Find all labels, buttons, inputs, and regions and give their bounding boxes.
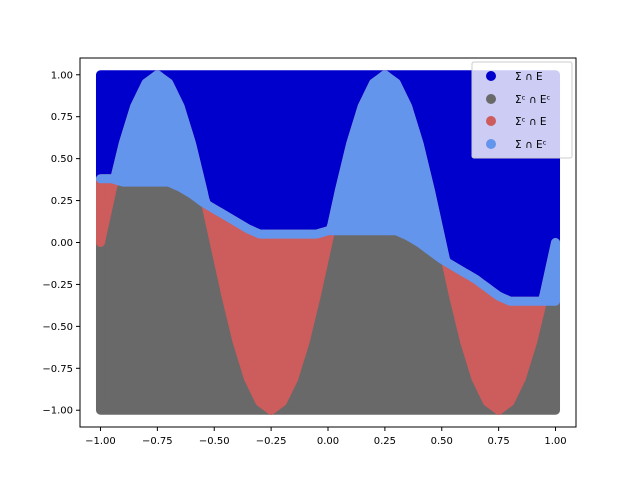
y-tick-label: −0.25 (42, 280, 73, 291)
x-tick-label: −0.75 (142, 436, 173, 447)
x-tick-label: −0.50 (199, 436, 230, 447)
y-tick-label: 0.75 (51, 112, 73, 123)
x-tick-label: 0.25 (374, 436, 396, 447)
x-tick-label: −0.25 (256, 436, 287, 447)
y-tick-label: 0.00 (51, 238, 73, 249)
x-tick-label: 1.00 (544, 436, 566, 447)
legend-marker-sigma-and-e (486, 71, 496, 81)
x-tick-label: −1.00 (85, 436, 116, 447)
legend-marker-sigma-and-ec (486, 139, 496, 149)
x-axis: −1.00 −0.75 −0.50 −0.25 0.00 0.25 0.50 0.75 1.00 (85, 427, 567, 447)
legend-marker-sigmac-and-e (486, 116, 496, 126)
legend-label-sigmac-and-ec: Σᶜ ∩ Eᶜ (515, 94, 551, 106)
y-tick-label: 1.00 (51, 70, 73, 81)
legend: Σ ∩ E Σᶜ ∩ Eᶜ Σᶜ ∩ E Σ ∩ Eᶜ (471, 61, 573, 159)
region-sigma-and-ec (95, 70, 561, 306)
legend-label-sigma-and-ec: Σ ∩ Eᶜ (515, 139, 547, 151)
x-tick-label: 0.75 (488, 436, 510, 447)
y-tick-label: −0.75 (42, 364, 73, 375)
y-tick-label: 0.25 (51, 196, 73, 207)
legend-label-sigma-and-e: Σ ∩ E (515, 71, 543, 83)
legend-box (471, 61, 573, 159)
x-tick-label: 0.00 (317, 436, 339, 447)
region-fills (95, 70, 561, 415)
x-tick-label: 0.50 (431, 436, 453, 447)
y-tick-label: 0.50 (51, 154, 73, 165)
y-tick-label: −1.00 (42, 406, 73, 417)
y-axis: 1.00 0.75 0.50 0.25 0.00 −0.25 −0.50 −0.75 −1.00 (42, 70, 80, 417)
y-tick-label: −0.50 (42, 322, 73, 333)
legend-marker-sigmac-and-ec (486, 94, 496, 104)
legend-label-sigmac-and-e: Σᶜ ∩ E (515, 116, 547, 128)
